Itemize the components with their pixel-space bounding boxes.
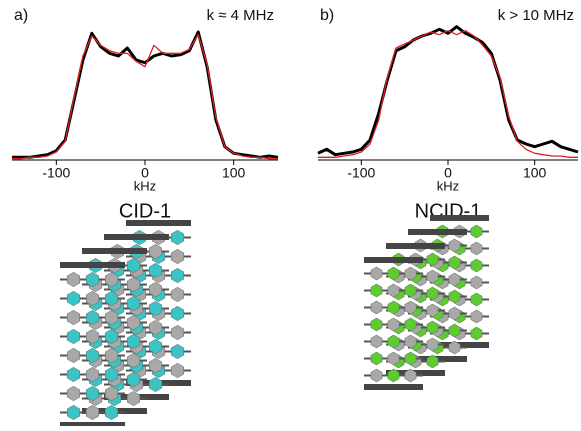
structure-block	[371, 301, 382, 314]
structure-block	[371, 318, 382, 331]
structure-block	[471, 327, 482, 340]
annotation: k ≈ 4 MHz	[207, 7, 274, 24]
structure-block	[371, 284, 382, 297]
structure-frame	[82, 248, 147, 254]
structure-block	[67, 329, 80, 343]
structure-frame	[408, 229, 467, 235]
structure-block	[67, 291, 80, 305]
spectrum-line	[318, 31, 578, 158]
structure-block	[171, 230, 184, 244]
spectrum-line	[12, 35, 278, 159]
structure-block	[171, 325, 184, 339]
structure-block	[471, 225, 482, 238]
x-tick-label: -100	[347, 165, 375, 181]
structure-block	[171, 249, 184, 263]
panel-label: a)	[14, 7, 28, 24]
structure-block	[171, 268, 184, 282]
structure-block	[171, 287, 184, 301]
structure-frame	[60, 422, 125, 426]
structure-block	[67, 405, 80, 419]
structure-block	[171, 363, 184, 377]
spectrum-line	[318, 27, 578, 155]
x-tick-label: 100	[523, 165, 547, 181]
x-axis-label: kHz	[437, 178, 459, 193]
structure-block	[105, 405, 118, 419]
structure-block	[471, 259, 482, 272]
structure-block	[86, 405, 99, 419]
annotation: k > 10 MHz	[498, 7, 574, 24]
structure-frame	[364, 384, 423, 390]
structure-block	[471, 293, 482, 306]
x-tick-label: 100	[222, 165, 246, 181]
x-axis-label: kHz	[134, 178, 156, 193]
structure-frame	[386, 243, 445, 249]
figure: a)k ≈ 4 MHz-1000100kHzCID-1b)k > 10 MHz-…	[0, 0, 581, 426]
structure-block	[471, 310, 482, 323]
structure-block	[67, 367, 80, 381]
structure-frame	[364, 257, 423, 263]
page: a)k ≈ 4 MHz-1000100kHzCID-1b)k > 10 MHz-…	[0, 0, 581, 431]
structure-block	[471, 276, 482, 289]
caption: CID-1	[119, 200, 171, 222]
structure-frame	[60, 262, 125, 268]
structure-block	[371, 369, 382, 382]
structure-block	[471, 242, 482, 255]
structure-block	[67, 310, 80, 324]
panel-label: b)	[320, 7, 334, 24]
structure-block	[171, 344, 184, 358]
spectrum-line	[12, 32, 278, 157]
x-tick-label: -100	[42, 165, 70, 181]
structure-block	[171, 306, 184, 320]
structure-block	[371, 352, 382, 365]
structure-block	[127, 391, 140, 405]
structure-frame	[104, 234, 169, 240]
structure-block	[371, 335, 382, 348]
structure-frame	[126, 220, 191, 226]
structure-block	[149, 377, 162, 391]
structure-frame	[430, 215, 489, 221]
structure-block	[67, 272, 80, 286]
structure-block	[67, 386, 80, 400]
structure-block	[371, 267, 382, 280]
structure-block	[67, 348, 80, 362]
